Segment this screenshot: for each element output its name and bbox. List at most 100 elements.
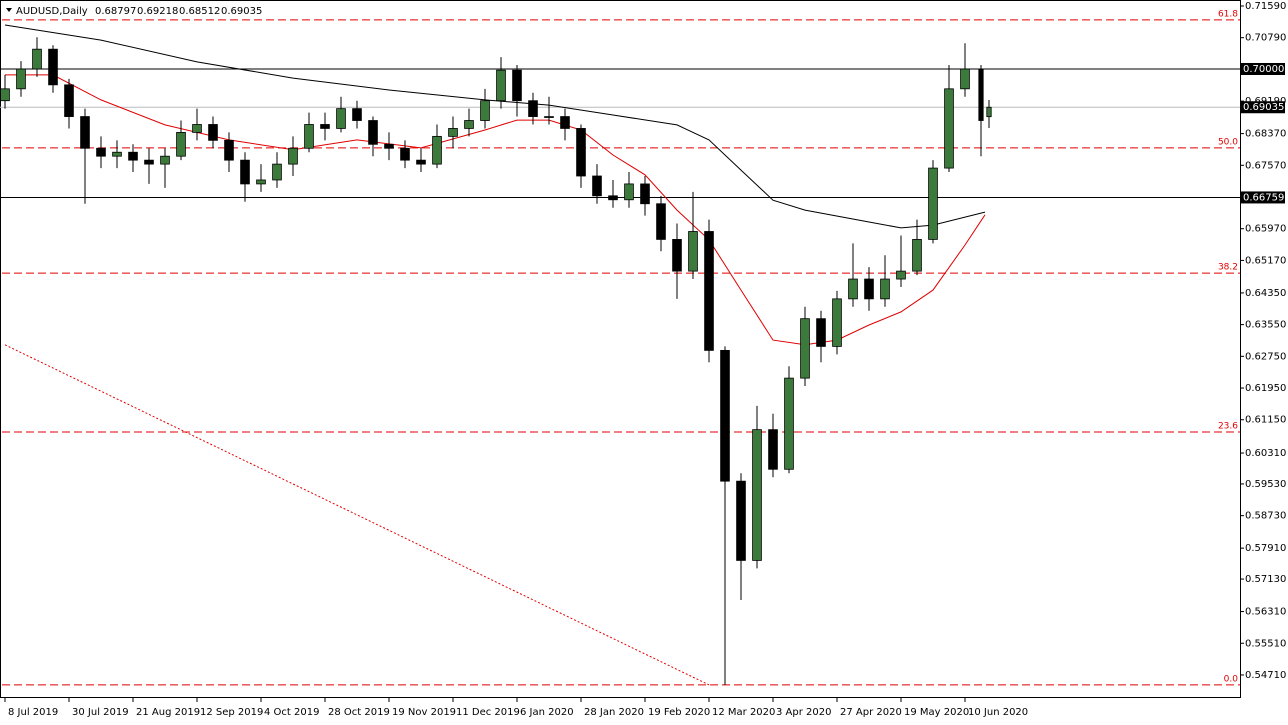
x-tick-label: 30 Jul 2019 (72, 707, 129, 718)
candle-body (864, 278, 874, 300)
x-tick-label: 11 Dec 2019 (456, 707, 520, 718)
candle-body (978, 68, 984, 121)
price-label-box (1241, 191, 1285, 204)
candle-body (352, 108, 362, 121)
candle-body (240, 159, 250, 185)
candle-body (592, 175, 602, 197)
candle-body (384, 143, 394, 149)
fib-label: 23.6 (1218, 422, 1238, 432)
candle-body (704, 231, 714, 351)
candle-body (608, 195, 618, 201)
candle-body (800, 318, 810, 379)
candle-body (928, 167, 938, 240)
price-label: 0.69035 (1243, 102, 1284, 113)
candle-body (32, 48, 42, 70)
x-tick-label: 10 Jun 2020 (968, 707, 1028, 718)
candle-body (448, 128, 458, 137)
candle-body (768, 429, 778, 470)
y-tick-label: 0.54710 (1245, 670, 1286, 681)
candle-body (80, 116, 90, 149)
fib-label: 0.0 (1224, 674, 1239, 684)
candle-body (64, 84, 74, 117)
y-tick-label: 0.63550 (1245, 320, 1286, 331)
price-label-box (1241, 62, 1285, 75)
fib-label: 38.2 (1218, 263, 1238, 273)
candle-body (560, 116, 570, 129)
candle-body (720, 349, 730, 482)
candle-body (144, 159, 154, 165)
y-tick-label: 0.55510 (1245, 638, 1286, 649)
candle-body (528, 100, 538, 117)
candle-body (368, 120, 378, 145)
y-tick-label: 0.67570 (1245, 160, 1286, 171)
moving-average (4, 24, 986, 229)
y-tick-label: 0.60310 (1245, 448, 1286, 459)
candle-body (656, 203, 666, 240)
candle-body (736, 480, 746, 561)
fib-label: 61.8 (1218, 9, 1238, 19)
candle-body (0, 88, 10, 102)
candle-body (208, 124, 218, 141)
candle-body (752, 429, 762, 561)
candle-body (896, 270, 906, 280)
candle-body (480, 100, 490, 121)
x-tick-label: 8 Jul 2019 (8, 707, 58, 718)
header-close: 0.69035 (221, 6, 262, 17)
candle-body (128, 151, 138, 161)
price-label: 0.66759 (1243, 192, 1284, 203)
fib-label: 50.0 (1218, 137, 1238, 147)
y-tick-label: 0.57910 (1245, 543, 1286, 554)
candle-body (816, 318, 826, 347)
candle-body (576, 128, 586, 177)
candle-body (544, 116, 554, 118)
candle-body (832, 298, 842, 347)
y-tick-label: 0.64350 (1245, 288, 1286, 299)
candle-body (912, 239, 922, 272)
candle-body (400, 147, 410, 161)
candle-body (624, 183, 634, 201)
y-tick-label: 0.65170 (1245, 255, 1286, 266)
candle-body (688, 231, 698, 272)
candle-body (672, 239, 682, 272)
candle-body (640, 183, 650, 205)
y-tick-label: 0.68370 (1245, 129, 1286, 140)
candle-body (880, 278, 890, 300)
candle-body (192, 124, 202, 133)
candle-body (432, 135, 442, 165)
x-tick-label: 27 Apr 2020 (840, 707, 902, 718)
x-tick-label: 4 Oct 2019 (264, 707, 319, 718)
x-tick-label: 19 May 2020 (904, 707, 969, 718)
y-tick-label: 0.62750 (1245, 351, 1286, 362)
plot-frame (0, 0, 1241, 698)
candle-body (112, 151, 122, 157)
header-low: 0.68512 (179, 6, 220, 17)
x-tick-label: 12 Mar 2020 (712, 707, 775, 718)
candle-body (320, 124, 330, 129)
price-label-box (1241, 101, 1285, 114)
candle-body (496, 69, 506, 102)
header-high: 0.69218 (137, 6, 178, 17)
x-tick-label: 3 Apr 2020 (776, 707, 831, 718)
candle-body (336, 108, 346, 129)
x-tick-label: 6 Jan 2020 (520, 707, 574, 718)
candle-body (304, 124, 314, 149)
y-tick-label: 0.58730 (1245, 511, 1286, 522)
candle-body (176, 132, 186, 157)
candle-body (48, 48, 58, 86)
header-open: 0.68797 (95, 6, 136, 17)
candle-body (416, 159, 426, 165)
candle-body (96, 147, 106, 157)
chart-title: AUDUSD,Daily (16, 6, 88, 17)
candle-body (960, 68, 970, 90)
y-tick-label: 0.57130 (1245, 574, 1286, 585)
candle-body (986, 106, 992, 118)
candle-body (272, 163, 282, 181)
candle-body (224, 139, 234, 161)
x-tick-label: 21 Aug 2019 (136, 707, 200, 718)
y-tick-label: 0.70790 (1245, 33, 1286, 44)
x-tick-label: 28 Oct 2019 (328, 707, 390, 718)
candle-body (16, 68, 26, 90)
